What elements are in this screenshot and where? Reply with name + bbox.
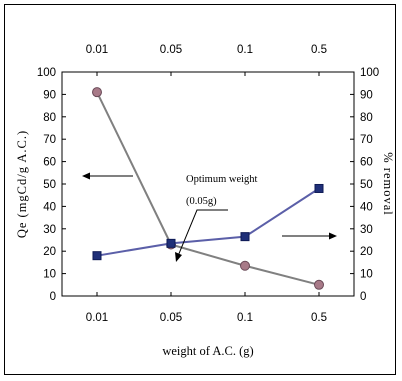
qe-point <box>240 260 250 271</box>
removal-line <box>96 187 320 257</box>
left-tick-label: 100 <box>37 67 56 79</box>
right-tick-label: 0 <box>360 291 366 303</box>
optimum-note-line1: Optimum weight <box>186 174 258 185</box>
right-tick-label: 40 <box>360 201 373 213</box>
left-tick-label: 0 <box>50 291 56 303</box>
left-tick-label: 40 <box>43 201 56 213</box>
removal-point <box>92 251 102 261</box>
right-tick-label: 50 <box>360 179 373 191</box>
left-axis-label: Qe (mgCd/g A.C.) <box>15 130 29 238</box>
right-tick-label: 80 <box>360 112 373 124</box>
top-x-tick-label: 0.1 <box>237 44 253 56</box>
top-x-tick-label: 0.01 <box>86 44 108 56</box>
right-tick-label: 20 <box>360 246 373 258</box>
optimum-pointer <box>177 209 228 257</box>
removal-point <box>166 238 176 248</box>
series-removal <box>92 183 324 261</box>
x-axis-label: weight of A.C. (g) <box>162 344 253 358</box>
right-axis-label: % removal <box>381 152 395 216</box>
left-y-axis: 0 10 20 30 40 50 60 70 80 90 100 <box>37 67 66 303</box>
left-tick-label: 60 <box>43 157 56 169</box>
left-tick-label: 30 <box>43 224 56 236</box>
left-tick-label: 50 <box>43 179 56 191</box>
right-tick-label: 70 <box>360 134 373 146</box>
top-x-tick-label: 0.5 <box>311 44 327 56</box>
bottom-x-tick-label: 0.5 <box>311 312 327 324</box>
left-tick-label: 70 <box>43 134 56 146</box>
qe-line <box>96 91 320 286</box>
removal-point <box>314 183 324 193</box>
series-qe <box>92 87 324 290</box>
right-y-axis: 0 10 20 30 40 50 60 70 80 90 100 <box>350 67 379 303</box>
bottom-x-tick-label: 0.01 <box>86 312 108 324</box>
bottom-x-tick-label: 0.1 <box>237 312 253 324</box>
right-tick-label: 30 <box>360 224 373 236</box>
right-tick-label: 100 <box>360 67 379 79</box>
optimum-note-line2: (0.05g) <box>186 196 217 207</box>
left-tick-label: 80 <box>43 112 56 124</box>
bottom-x-axis: 0.01 0.05 0.1 0.5 <box>86 292 327 324</box>
figure-frame <box>4 4 396 375</box>
left-tick-label: 90 <box>43 89 56 101</box>
top-x-axis: 0.01 0.05 0.1 0.5 <box>86 44 327 76</box>
optimum-pointer-head <box>175 252 182 262</box>
right-tick-label: 10 <box>360 269 373 281</box>
left-tick-label: 10 <box>43 269 56 281</box>
left-tick-label: 20 <box>43 246 56 258</box>
right-tick-label: 90 <box>360 89 373 101</box>
right-tick-label: 60 <box>360 157 373 169</box>
right-axis-arrowhead <box>329 232 337 240</box>
left-axis-arrowhead <box>82 172 90 180</box>
qe-point <box>314 279 324 290</box>
top-x-tick-label: 0.05 <box>160 44 182 56</box>
bottom-x-tick-label: 0.05 <box>160 312 182 324</box>
removal-point <box>240 232 250 242</box>
qe-point <box>92 87 102 98</box>
